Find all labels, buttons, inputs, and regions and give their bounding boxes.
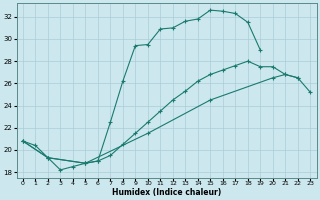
X-axis label: Humidex (Indice chaleur): Humidex (Indice chaleur) — [112, 188, 221, 197]
